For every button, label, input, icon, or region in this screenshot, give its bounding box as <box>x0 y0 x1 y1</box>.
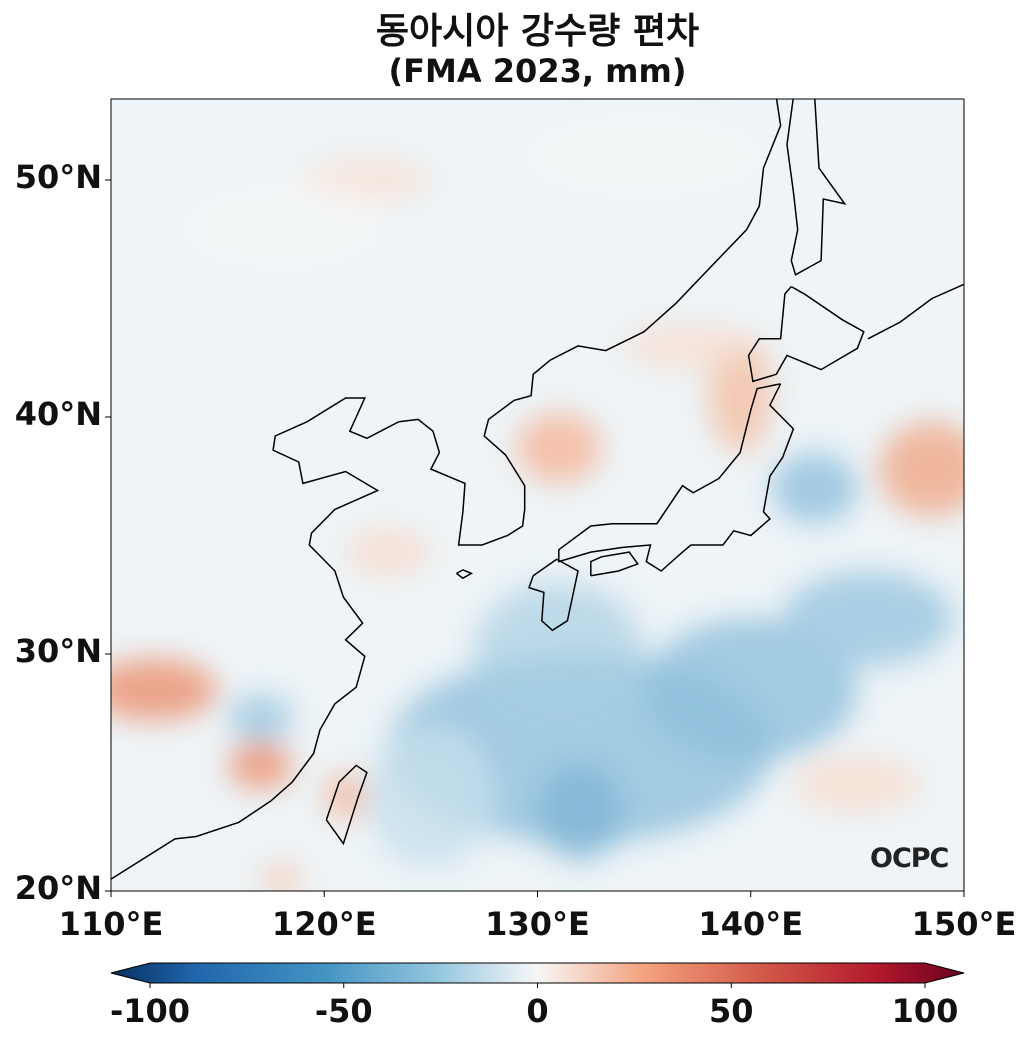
colorbar-tick-label: -50 <box>314 992 373 1030</box>
jeju-coastline <box>456 569 474 580</box>
anomaly-region <box>175 180 389 275</box>
sakhalin-coastline <box>786 99 847 276</box>
lon-tick-label: 130°E <box>485 905 590 943</box>
lon-tick-label: 120°E <box>271 905 377 943</box>
ocpc-logo: OCPC <box>870 843 949 874</box>
lat-tick-label: 40°N <box>14 395 102 433</box>
anomaly-region <box>782 571 954 666</box>
anomaly-region <box>878 421 964 517</box>
honshu-coastline <box>558 383 795 572</box>
anomaly-region <box>622 322 751 370</box>
lon-tick-label: 150°E <box>911 905 1017 943</box>
anomaly-region <box>772 452 858 524</box>
shikoku-coastline <box>590 551 639 577</box>
colorbar-tick-label: -100 <box>109 992 191 1030</box>
anomaly-region <box>473 582 645 726</box>
anomaly-region <box>228 694 293 742</box>
anomaly-region <box>516 108 772 204</box>
lat-tick-label: 30°N <box>14 632 102 670</box>
anomaly-region <box>324 772 367 820</box>
colorbar-tick-label: 0 <box>526 992 549 1030</box>
lat-tick-label: 50°N <box>14 158 102 196</box>
map-subtitle: (FMA 2023, mm) <box>388 52 687 90</box>
anomaly-region <box>345 528 431 576</box>
colorbar-tick-label: 50 <box>708 992 754 1030</box>
anomaly-region <box>793 755 922 813</box>
anomaly-region <box>537 765 623 861</box>
colorbar <box>110 962 965 984</box>
kuril-coastline <box>867 283 964 340</box>
anomaly-region <box>644 618 858 761</box>
anomaly-region <box>366 725 495 868</box>
hokkaido-coastline <box>747 285 865 383</box>
anomaly-region <box>260 864 303 891</box>
anomaly-region <box>228 741 293 790</box>
anomaly-region <box>516 412 602 484</box>
lon-tick-label: 140°E <box>698 905 804 943</box>
anomaly-region <box>111 658 218 721</box>
map-title: 동아시아 강수량 편차 <box>375 11 700 52</box>
taiwan-coastline <box>325 764 368 846</box>
colorbar-tick-label: 100 <box>891 992 959 1030</box>
lat-tick-label: 20°N <box>14 869 102 907</box>
kyushu-coastline <box>528 558 579 632</box>
mainland-coastline <box>111 99 782 880</box>
lon-tick-label: 110°E <box>58 905 164 943</box>
